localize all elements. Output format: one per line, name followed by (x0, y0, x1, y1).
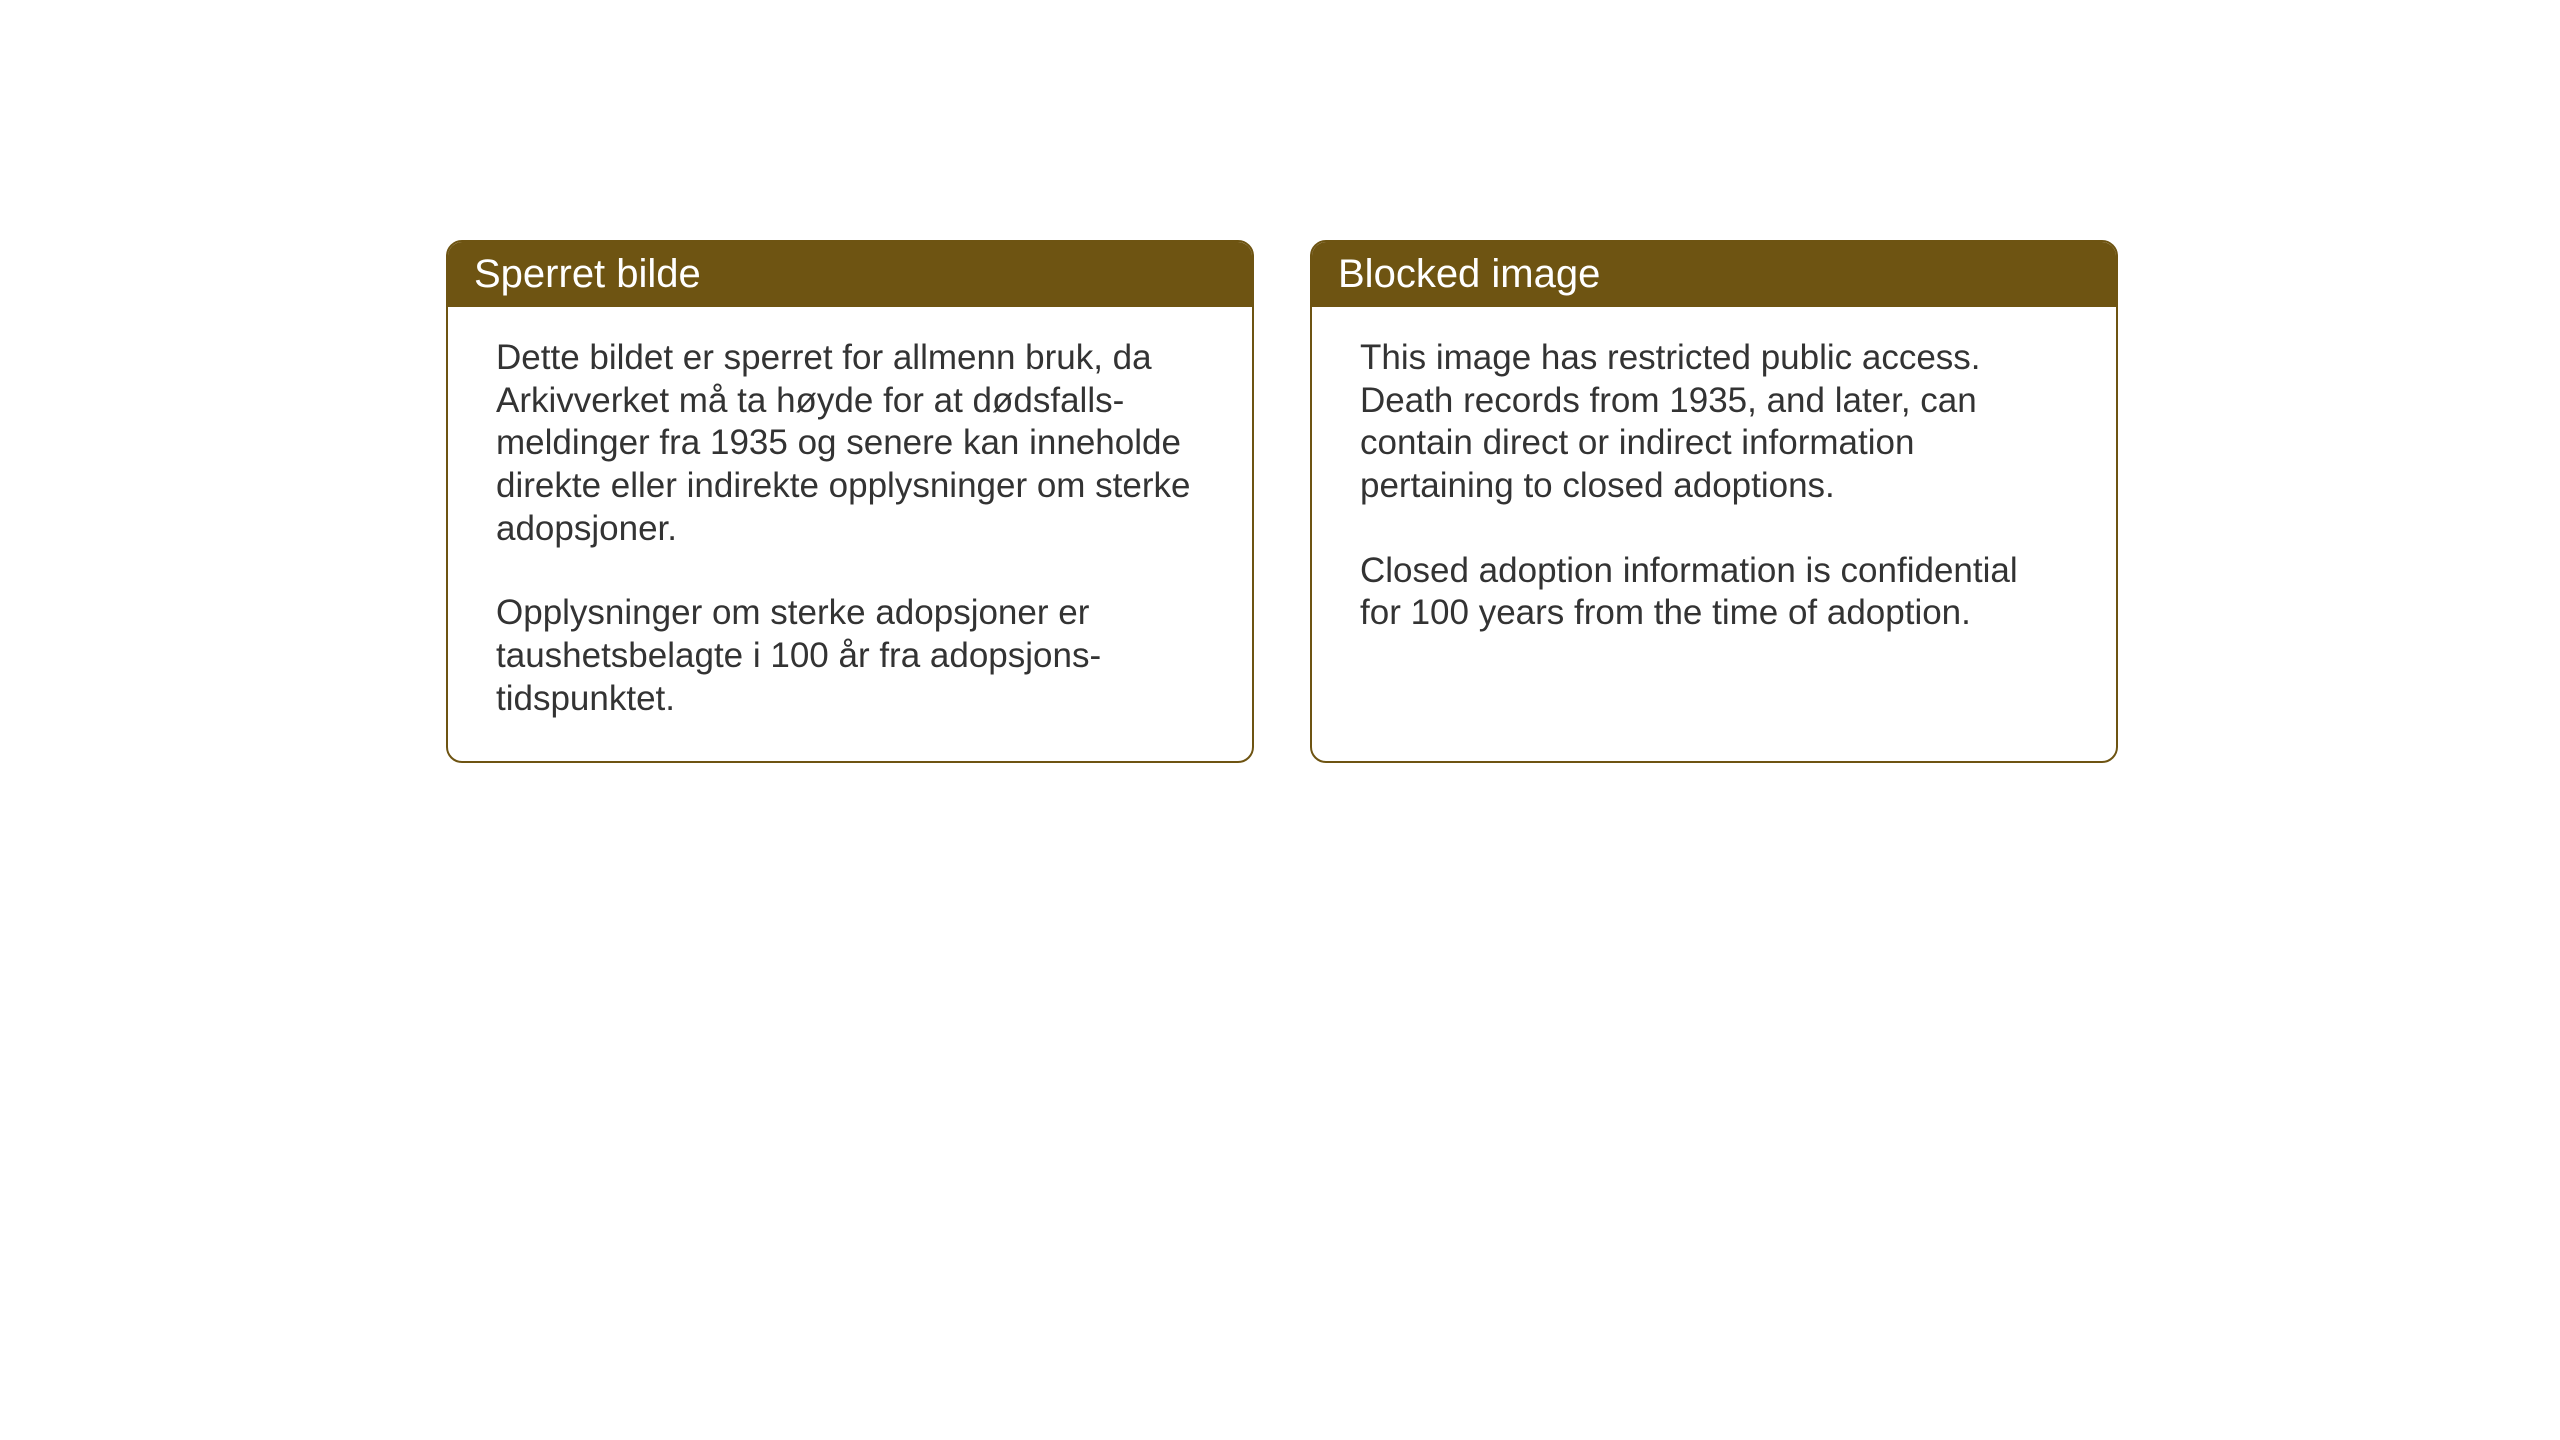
notice-container: Sperret bilde Dette bildet er sperret fo… (446, 240, 2118, 763)
card-paragraph-norwegian-2: Opplysninger om sterke adopsjoner er tau… (496, 592, 1204, 720)
card-paragraph-norwegian-1: Dette bildet er sperret for allmenn bruk… (496, 337, 1204, 550)
card-title-english: Blocked image (1338, 252, 1600, 296)
card-title-norwegian: Sperret bilde (474, 252, 701, 296)
notice-card-norwegian: Sperret bilde Dette bildet er sperret fo… (446, 240, 1254, 763)
notice-card-english: Blocked image This image has restricted … (1310, 240, 2118, 763)
card-body-norwegian: Dette bildet er sperret for allmenn bruk… (448, 307, 1252, 761)
card-body-english: This image has restricted public access.… (1312, 307, 2116, 675)
card-header-english: Blocked image (1312, 242, 2116, 307)
card-paragraph-english-2: Closed adoption information is confident… (1360, 550, 2068, 635)
card-paragraph-english-1: This image has restricted public access.… (1360, 337, 2068, 508)
card-header-norwegian: Sperret bilde (448, 242, 1252, 307)
